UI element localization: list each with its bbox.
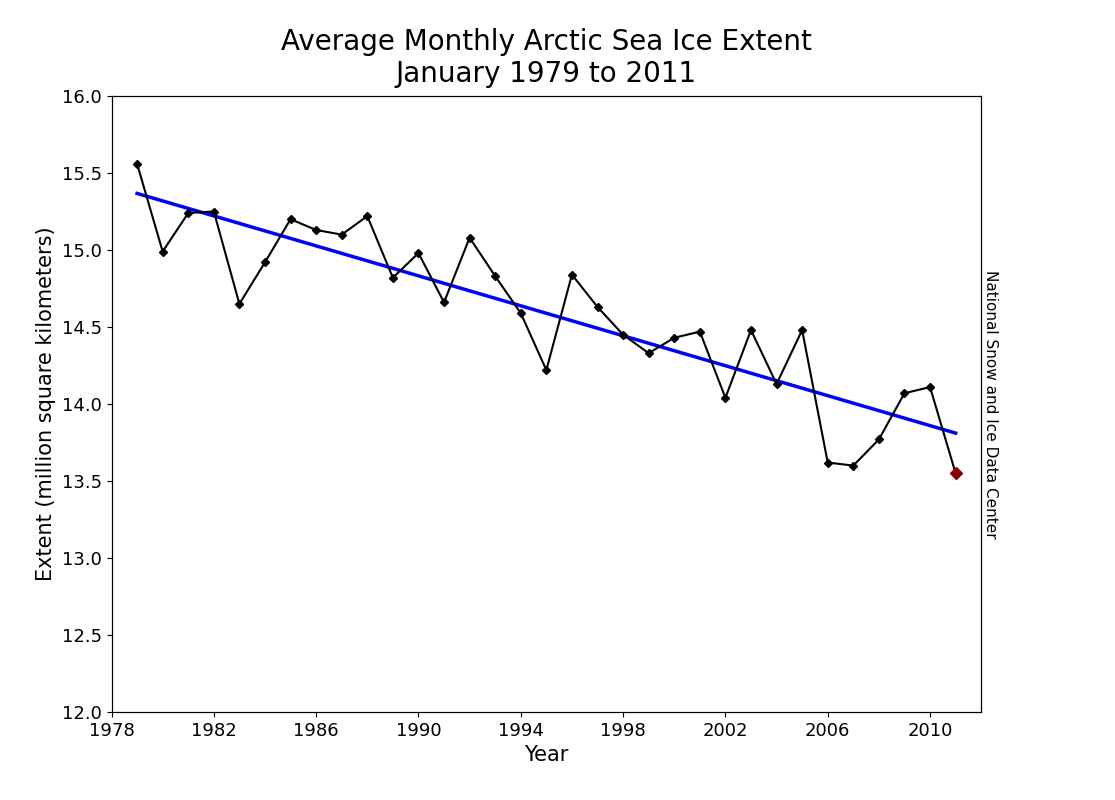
Title: Average Monthly Arctic Sea Ice Extent
January 1979 to 2011: Average Monthly Arctic Sea Ice Extent Ja… — [281, 28, 812, 88]
Y-axis label: National Snow and Ice Data Center: National Snow and Ice Data Center — [982, 270, 998, 538]
Y-axis label: Extent (million square kilometers): Extent (million square kilometers) — [36, 226, 56, 582]
X-axis label: Year: Year — [524, 746, 569, 766]
